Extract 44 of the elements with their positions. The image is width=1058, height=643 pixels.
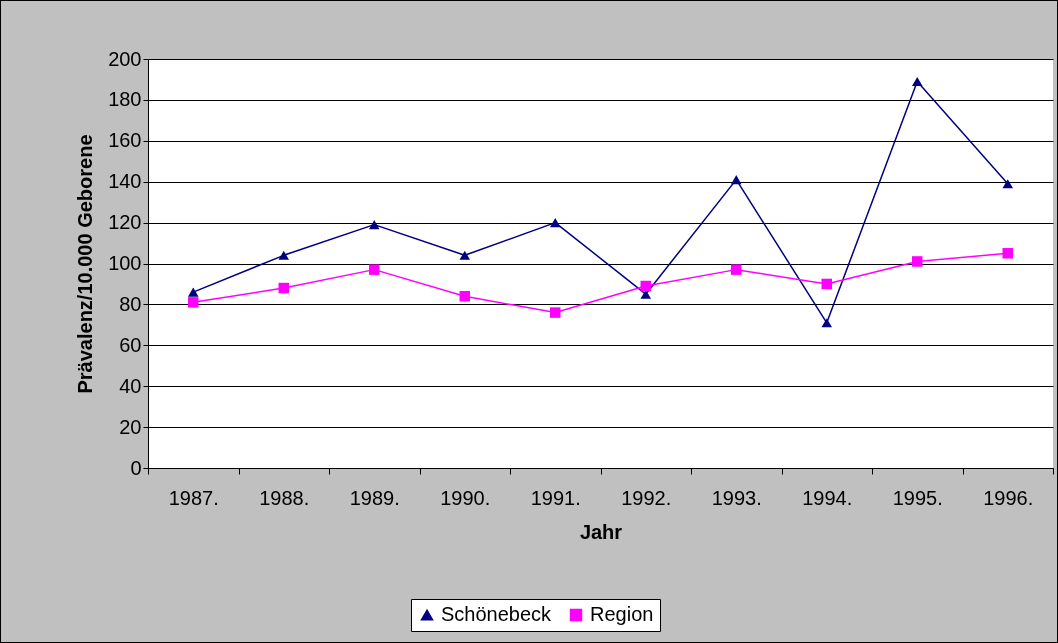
x-axis-title: Jahr [579, 520, 623, 543]
point [550, 307, 561, 318]
y-tick-label: 60 [119, 333, 142, 356]
y-tick-label: 20 [119, 415, 142, 438]
legend-label: Schönebeck [441, 603, 553, 625]
y-tick-label: 100 [108, 252, 142, 274]
x-tick-label: 1991. [530, 486, 581, 509]
point [459, 290, 470, 302]
y-axis-title: Prävalenz/10.000 Geborene [74, 134, 97, 394]
legend-label: Region [590, 603, 654, 625]
x-tick-label: 1996. [983, 486, 1034, 509]
x-tick-label: 1992. [621, 486, 672, 509]
point [188, 297, 199, 308]
point [1002, 179, 1013, 189]
point [369, 264, 380, 275]
y-tick-label: 120 [108, 211, 142, 234]
point [459, 250, 470, 260]
point [912, 256, 923, 267]
point [188, 287, 199, 297]
point [731, 175, 742, 185]
x-tick-label: 1993. [711, 486, 762, 509]
y-tick-label: 140 [108, 170, 142, 193]
y-tick-label: 180 [108, 88, 142, 111]
point [912, 76, 923, 87]
y-tick-label: 200 [108, 47, 142, 70]
x-tick-label: 1990. [440, 486, 491, 509]
point [550, 218, 561, 228]
point [1002, 248, 1013, 259]
point [821, 318, 832, 328]
y-tick-label: 80 [119, 292, 142, 315]
point [821, 278, 832, 290]
point [640, 280, 651, 292]
x-tick-label: 1988. [259, 486, 310, 509]
y-tick-label: 0 [130, 456, 142, 479]
y-tick-label: 160 [108, 129, 142, 152]
x-tick-label: 1995. [892, 486, 943, 509]
point [278, 282, 289, 294]
point [369, 220, 380, 230]
x-tick-label: 1987. [168, 486, 219, 509]
point [731, 264, 742, 275]
x-tick-label: 1994. [802, 486, 853, 509]
x-tick-label: 1989. [349, 486, 400, 509]
point [278, 250, 289, 260]
y-tick-label: 40 [119, 374, 142, 397]
